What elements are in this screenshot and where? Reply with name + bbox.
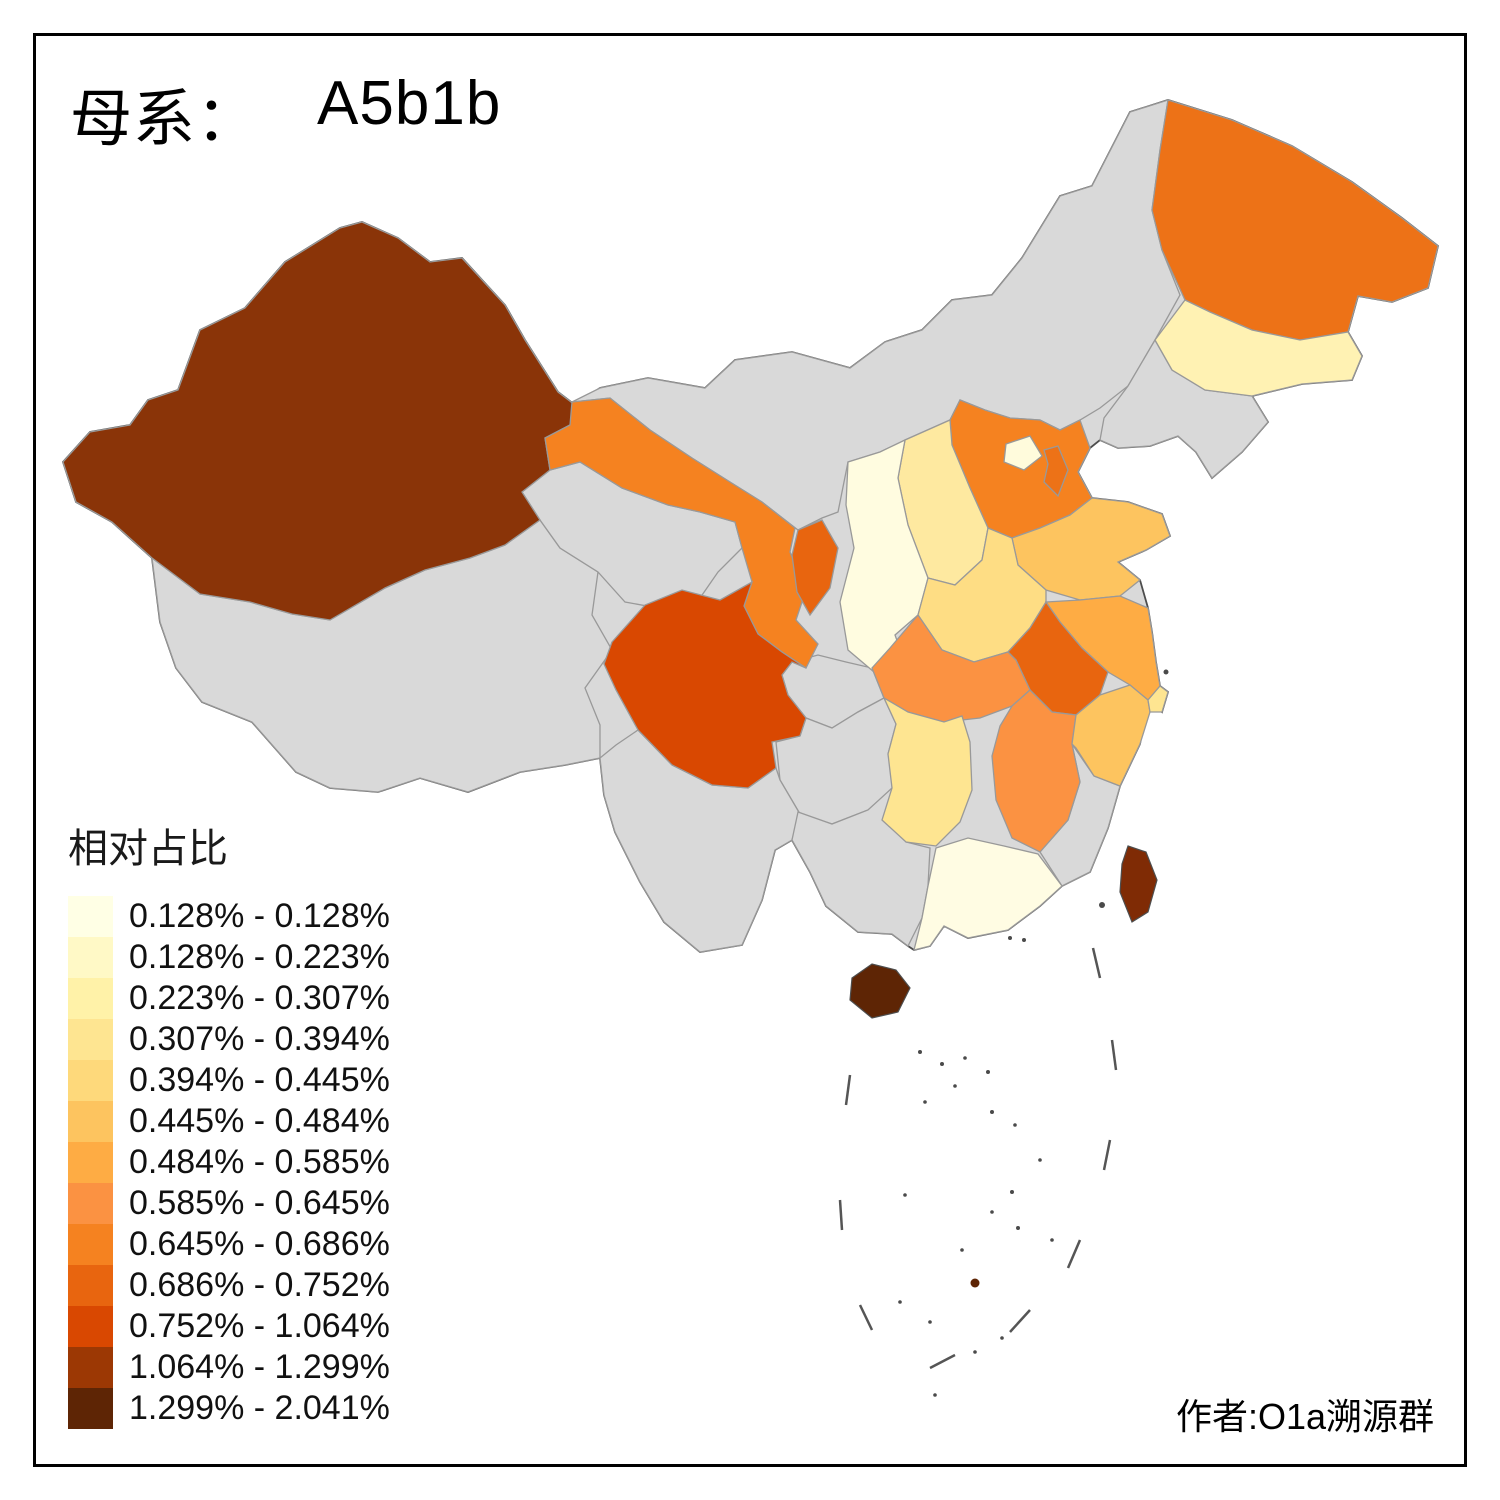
legend-swatch [68,1347,113,1388]
legend-row: 0.484% - 0.585% [68,1142,390,1183]
legend-row: 0.585% - 0.645% [68,1183,390,1224]
region-beijing [1003,435,1043,471]
region-hubei [871,613,1031,723]
legend-row: 0.645% - 0.686% [68,1224,390,1265]
legend-label: 0.307% - 0.394% [129,1020,390,1058]
south-china-sea-islands [898,669,1169,1397]
region-shanghai [1147,685,1169,713]
legend-swatch [68,1306,113,1347]
legend-swatch [68,1019,113,1060]
legend-swatch [68,1388,113,1429]
legend-label: 0.645% - 0.686% [129,1225,390,1263]
region-shaanxi [839,438,929,673]
legend-label: 0.394% - 0.445% [129,1061,390,1099]
legend-label: 0.445% - 0.484% [129,1102,390,1140]
legend-swatch [68,1265,113,1306]
plot-frame [33,33,1467,1467]
legend-row: 1.064% - 1.299% [68,1347,390,1388]
legend-swatch [68,1224,113,1265]
region-ningxia [791,519,839,617]
region-guangdong [913,837,1063,951]
region-taiwan [1119,845,1158,923]
legend-swatch [68,1142,113,1183]
region-hunan [881,696,973,847]
nine-dash-line [838,947,1118,1370]
legend-row: 1.299% - 2.041% [68,1388,390,1429]
legend-label: 0.128% - 0.128% [129,897,390,935]
legend-title: 相对占比 [68,827,228,871]
legend-swatch [68,937,113,978]
legend-swatch [68,1101,113,1142]
legend-row: 0.445% - 0.484% [68,1101,390,1142]
legend: 相对占比 0.128% - 0.128% 0.128% - 0.223% 0.2… [68,816,390,1429]
legend-label: 0.585% - 0.645% [129,1184,390,1222]
region-jilin [1154,299,1363,397]
region-zhejiang [1071,684,1151,787]
region-hainan [849,963,911,1019]
plot-title: 母系： A5b1b [70,68,501,158]
legend-row: 0.394% - 0.445% [68,1060,390,1101]
region-heilongjiang [1151,99,1439,341]
legend-row: 0.128% - 0.128% [68,896,390,937]
legend-label: 1.299% - 2.041% [129,1389,390,1427]
legend-swatch [68,978,113,1019]
region-sichuan [603,580,807,789]
legend-row: 0.128% - 0.223% [68,937,390,978]
region-shandong [1011,497,1171,601]
legend-label: 0.752% - 1.064% [129,1307,390,1345]
legend-row: 0.686% - 0.752% [68,1265,390,1306]
legend-row: 0.307% - 0.394% [68,1019,390,1060]
legend-swatch [68,1183,113,1224]
legend-label: 0.128% - 0.223% [129,938,390,976]
title-prefix: 母系： [70,85,260,154]
legend-swatch [68,896,113,937]
legend-swatch [68,1060,113,1101]
legend-row: 0.223% - 0.307% [68,978,390,1019]
region-nanhai-island [970,1278,980,1288]
legend-label: 0.484% - 0.585% [129,1143,390,1181]
legend-label: 0.223% - 0.307% [129,979,390,1017]
legend-label: 1.064% - 1.299% [129,1348,390,1386]
title-value: A5b1b [317,69,502,138]
author-credit: 作者:O1a溯源群 [1175,1396,1434,1437]
region-jiangxi [991,689,1081,853]
legend-row: 0.752% - 1.064% [68,1306,390,1347]
region-tianjin [1043,445,1069,498]
legend-rows: 0.128% - 0.128% 0.128% - 0.223% 0.223% -… [68,896,390,1429]
legend-label: 0.686% - 0.752% [129,1266,390,1304]
